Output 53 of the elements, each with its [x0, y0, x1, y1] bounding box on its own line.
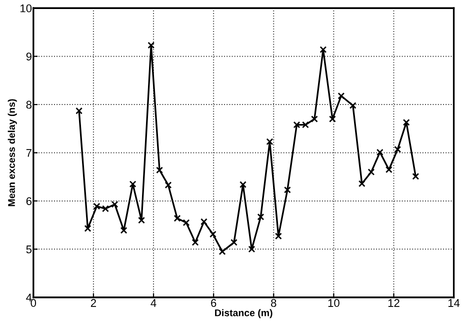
point	[240, 181, 246, 188]
point	[329, 116, 336, 122]
point	[218, 248, 226, 256]
x-tick-label: 0	[30, 299, 36, 307]
point	[394, 146, 402, 153]
point	[248, 246, 256, 253]
point	[76, 107, 83, 114]
point	[402, 118, 410, 126]
point	[274, 232, 282, 240]
point	[376, 148, 384, 156]
point	[257, 213, 264, 220]
y-tick-label: 4	[26, 294, 32, 302]
point	[156, 166, 163, 174]
point	[210, 230, 216, 238]
x-tick-label: 6	[211, 299, 216, 307]
point	[349, 102, 356, 109]
point	[320, 46, 327, 54]
x-tick-label: 8	[271, 299, 276, 307]
y-tick-label: 9	[26, 52, 32, 60]
point	[368, 168, 375, 176]
y-tick-label: 6	[26, 197, 32, 206]
point	[192, 238, 199, 246]
point	[129, 180, 136, 188]
y-tick-label: 5	[26, 246, 32, 254]
y-tick-label: 8	[26, 100, 32, 109]
x-axis-title: Distance (m)	[215, 309, 272, 318]
point	[138, 216, 145, 224]
x-tick-label: 2	[90, 299, 96, 307]
point	[182, 219, 190, 226]
y-axis-title: Mean excess delay (ns)	[8, 99, 17, 206]
y-tick-label: 7	[26, 149, 32, 157]
point	[338, 92, 345, 100]
point	[102, 205, 109, 212]
point	[148, 42, 155, 49]
point	[93, 202, 100, 210]
point	[385, 166, 392, 174]
point	[174, 214, 181, 222]
point	[84, 224, 92, 232]
point	[266, 138, 274, 146]
x-tick-label: 10	[328, 299, 340, 307]
point	[164, 182, 172, 189]
point	[111, 200, 118, 208]
point	[284, 186, 291, 194]
x-tick-label: 4	[150, 299, 156, 307]
point	[200, 218, 208, 226]
point	[358, 180, 366, 188]
point	[120, 226, 128, 234]
y-tick-label: 10	[20, 4, 32, 12]
x-tick-label: 14	[448, 299, 460, 307]
point	[310, 116, 318, 122]
x-tick-label: 12	[388, 299, 400, 307]
point	[412, 172, 420, 180]
point	[230, 238, 238, 246]
